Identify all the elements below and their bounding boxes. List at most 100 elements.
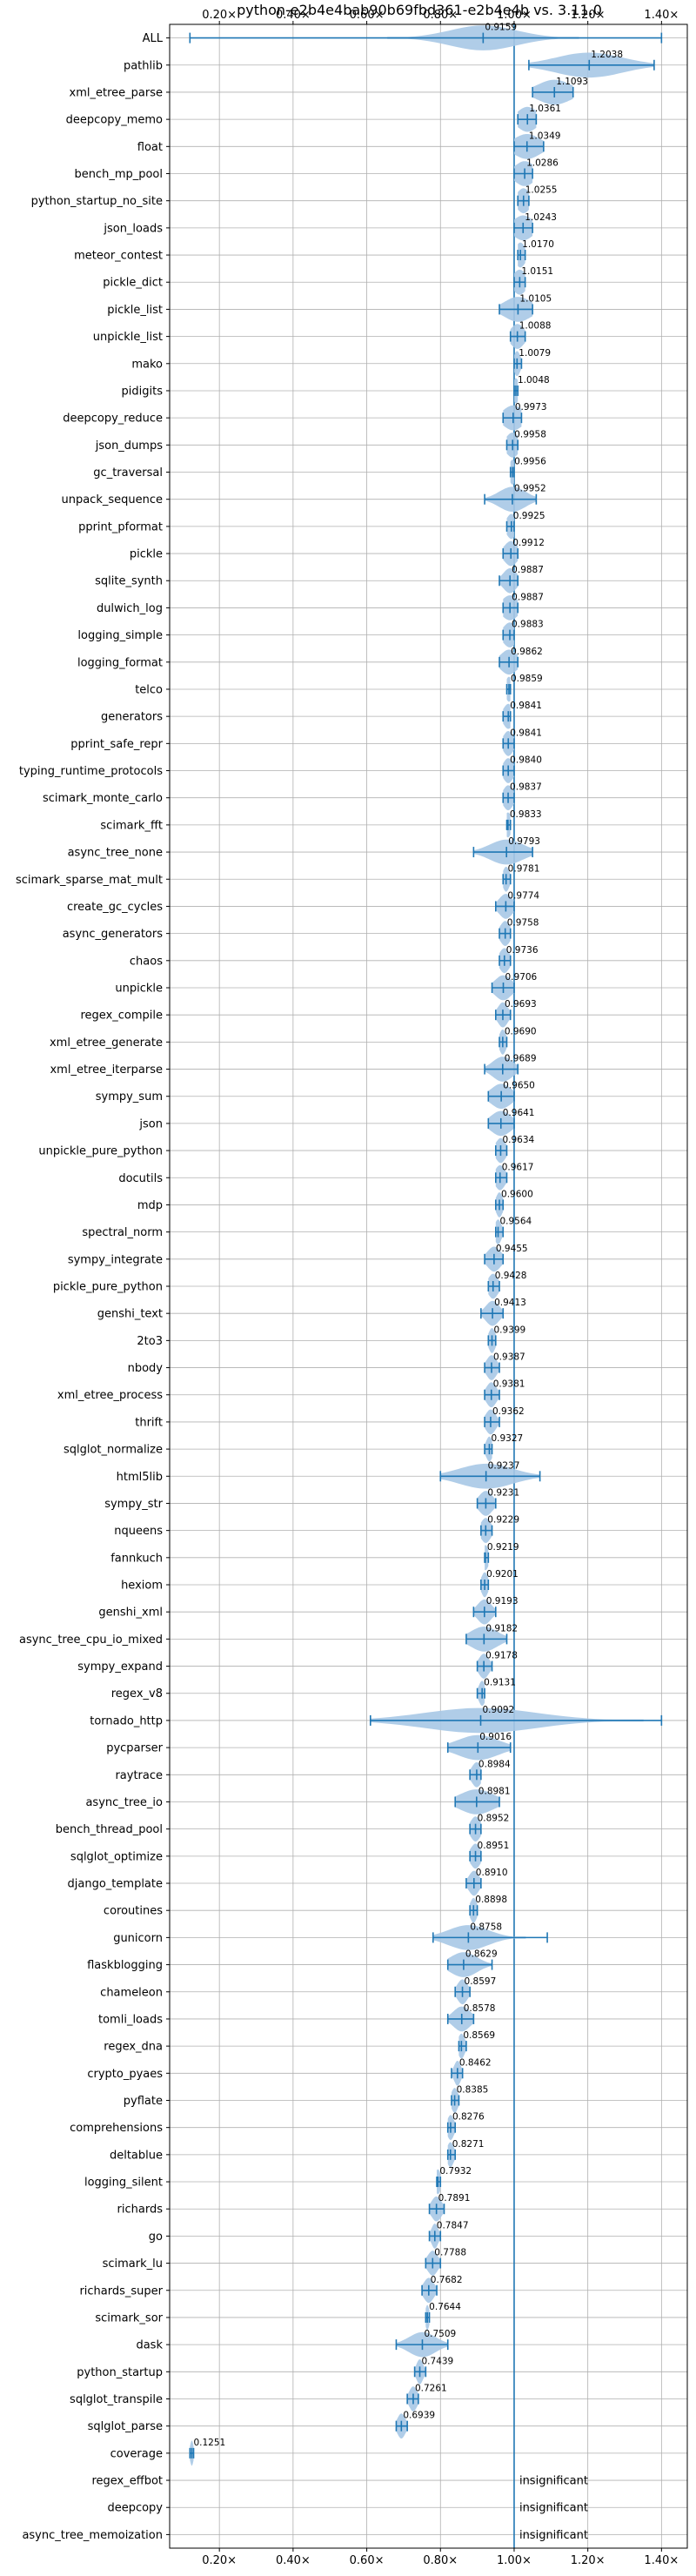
axis-layer: 0.20× 0.20× 0.40× 0.40× 0.60× 0.60× 0.80× 0.80×… — [16, 9, 679, 2567]
benchmark-label: spectral_norm — [82, 1226, 163, 1239]
value-label: 0.8952 — [478, 1814, 510, 1824]
value-label: 0.9016 — [479, 1732, 512, 1742]
value-label: 0.9956 — [514, 457, 546, 467]
benchmark-label: typing_runtime_protocols — [19, 765, 163, 778]
value-label: 0.8462 — [459, 2057, 492, 2068]
value-label: 1.0361 — [529, 104, 561, 114]
benchmark-label: gc_traversal — [93, 466, 163, 480]
insignificant-label: insignificant — [519, 2529, 588, 2542]
benchmark-label: dask — [136, 2339, 163, 2352]
benchmark-label: dulwich_log — [97, 602, 163, 615]
value-label: 0.9887 — [512, 565, 544, 575]
benchmark-label: meteor_contest — [74, 250, 163, 263]
value-label: 1.1093 — [556, 77, 588, 87]
benchmark-label: go — [149, 2231, 163, 2244]
value-label: 0.9381 — [493, 1379, 525, 1390]
value-label: 0.9837 — [510, 782, 542, 793]
value-label: 1.0088 — [519, 321, 552, 332]
benchmark-label: regex_dna — [104, 2041, 163, 2054]
benchmark-label: pickle — [130, 548, 163, 561]
value-label: 0.9600 — [501, 1189, 533, 1199]
benchmark-label: python_startup_no_site — [31, 195, 163, 208]
value-label: 0.9952 — [514, 484, 546, 494]
benchmark-label: comprehensions — [70, 2122, 163, 2135]
value-label: 0.8910 — [476, 1868, 508, 1878]
value-label: 1.0286 — [526, 158, 559, 169]
value-label: 0.9841 — [510, 728, 542, 738]
value-label: 0.8597 — [465, 1976, 497, 1987]
benchmark-label: pickle_dict — [103, 277, 163, 290]
x-tick-label-top: 0.60× — [350, 9, 385, 22]
x-tick-label-bottom: 0.60× — [350, 2554, 385, 2567]
benchmark-label: coroutines — [104, 1905, 163, 1918]
value-label: 0.9327 — [491, 1433, 523, 1444]
value-label: 0.9413 — [494, 1298, 526, 1308]
benchmark-label: tomli_loads — [98, 2013, 163, 2026]
value-label: 0.9706 — [505, 972, 538, 983]
value-label: 0.9362 — [492, 1406, 525, 1417]
benchmark-label: docutils — [118, 1172, 163, 1185]
grid-layer — [170, 24, 687, 2548]
value-label: 0.7932 — [439, 2166, 472, 2177]
benchmark-label: richards — [117, 2204, 164, 2217]
benchmark-label: json — [138, 1117, 163, 1130]
value-label: 0.9840 — [510, 755, 542, 766]
value-label: 0.9833 — [510, 809, 542, 820]
benchmark-label: raytrace — [115, 1769, 163, 1782]
value-label: 1.0243 — [525, 212, 557, 223]
value-label: 0.8981 — [478, 1786, 511, 1796]
x-tick-label-top: 0.20× — [202, 9, 237, 22]
benchmark-label: sympy_integrate — [68, 1253, 163, 1266]
benchmark-label: unpickle_pure_python — [38, 1145, 163, 1158]
value-label: 1.0048 — [518, 375, 550, 386]
benchmark-label: tornado_http — [90, 1714, 163, 1727]
benchmark-label: 2to3 — [137, 1335, 163, 1348]
benchmark-label: sqlite_synth — [95, 575, 163, 588]
value-label: 0.1251 — [193, 2438, 225, 2448]
value-label: 1.0349 — [529, 131, 561, 141]
value-label: 0.7847 — [437, 2220, 469, 2231]
value-label: 1.0170 — [522, 239, 554, 250]
value-label: 0.9229 — [487, 1515, 519, 1526]
benchmark-label: python_startup — [77, 2366, 163, 2379]
value-label: 1.0151 — [521, 266, 553, 277]
value-label: 0.9387 — [493, 1352, 525, 1363]
value-label: 0.9131 — [484, 1678, 516, 1688]
value-label: 0.9689 — [505, 1054, 537, 1064]
benchmark-label: deltablue — [110, 2149, 163, 2162]
value-label: 0.7439 — [422, 2356, 454, 2366]
benchmark-label: generators — [101, 711, 163, 724]
benchmark-label: pprint_safe_repr — [70, 738, 163, 751]
x-tick-label-bottom: 0.40× — [276, 2554, 311, 2567]
value-label: 0.7788 — [434, 2248, 466, 2258]
benchmark-label: mako — [131, 358, 163, 371]
value-label: 0.9690 — [505, 1026, 537, 1036]
benchmark-label: sympy_expand — [77, 1660, 163, 1674]
value-label: 0.9231 — [487, 1487, 519, 1498]
violin-layer — [189, 25, 663, 2466]
value-label: 0.8758 — [470, 1922, 502, 1932]
x-tick-label-bottom: 1.00× — [497, 2554, 532, 2567]
value-label: 0.9201 — [486, 1569, 519, 1580]
x-tick-label-bottom: 0.20× — [202, 2554, 237, 2567]
plot-frame — [169, 23, 688, 2549]
value-label: 0.9237 — [488, 1460, 520, 1471]
benchmark-label: chaos — [130, 955, 163, 968]
value-label: 0.9428 — [495, 1271, 527, 1281]
value-label: 0.8951 — [478, 1841, 510, 1851]
benchmark-label: deepcopy_reduce — [63, 413, 163, 426]
benchmark-label: async_tree_io — [85, 1796, 163, 1809]
benchmark-label: json_loads — [103, 222, 163, 235]
value-label: 0.9650 — [503, 1081, 535, 1091]
benchmark-label: pathlib — [124, 59, 163, 72]
value-label: 1.0255 — [525, 185, 558, 196]
value-label: 0.9634 — [502, 1135, 534, 1145]
benchmark-label: chameleon — [100, 1986, 163, 1999]
x-tick-label-top: 1.20× — [571, 9, 606, 22]
benchmark-label: sqlglot_transpile — [70, 2393, 163, 2406]
benchmark-label: scimark_lu — [103, 2257, 163, 2271]
x-tick-label-top: 1.00× — [497, 9, 532, 22]
benchmark-label: telco — [135, 683, 163, 696]
benchmark-label: xml_etree_process — [57, 1389, 163, 1402]
value-label: 0.8276 — [452, 2112, 485, 2123]
